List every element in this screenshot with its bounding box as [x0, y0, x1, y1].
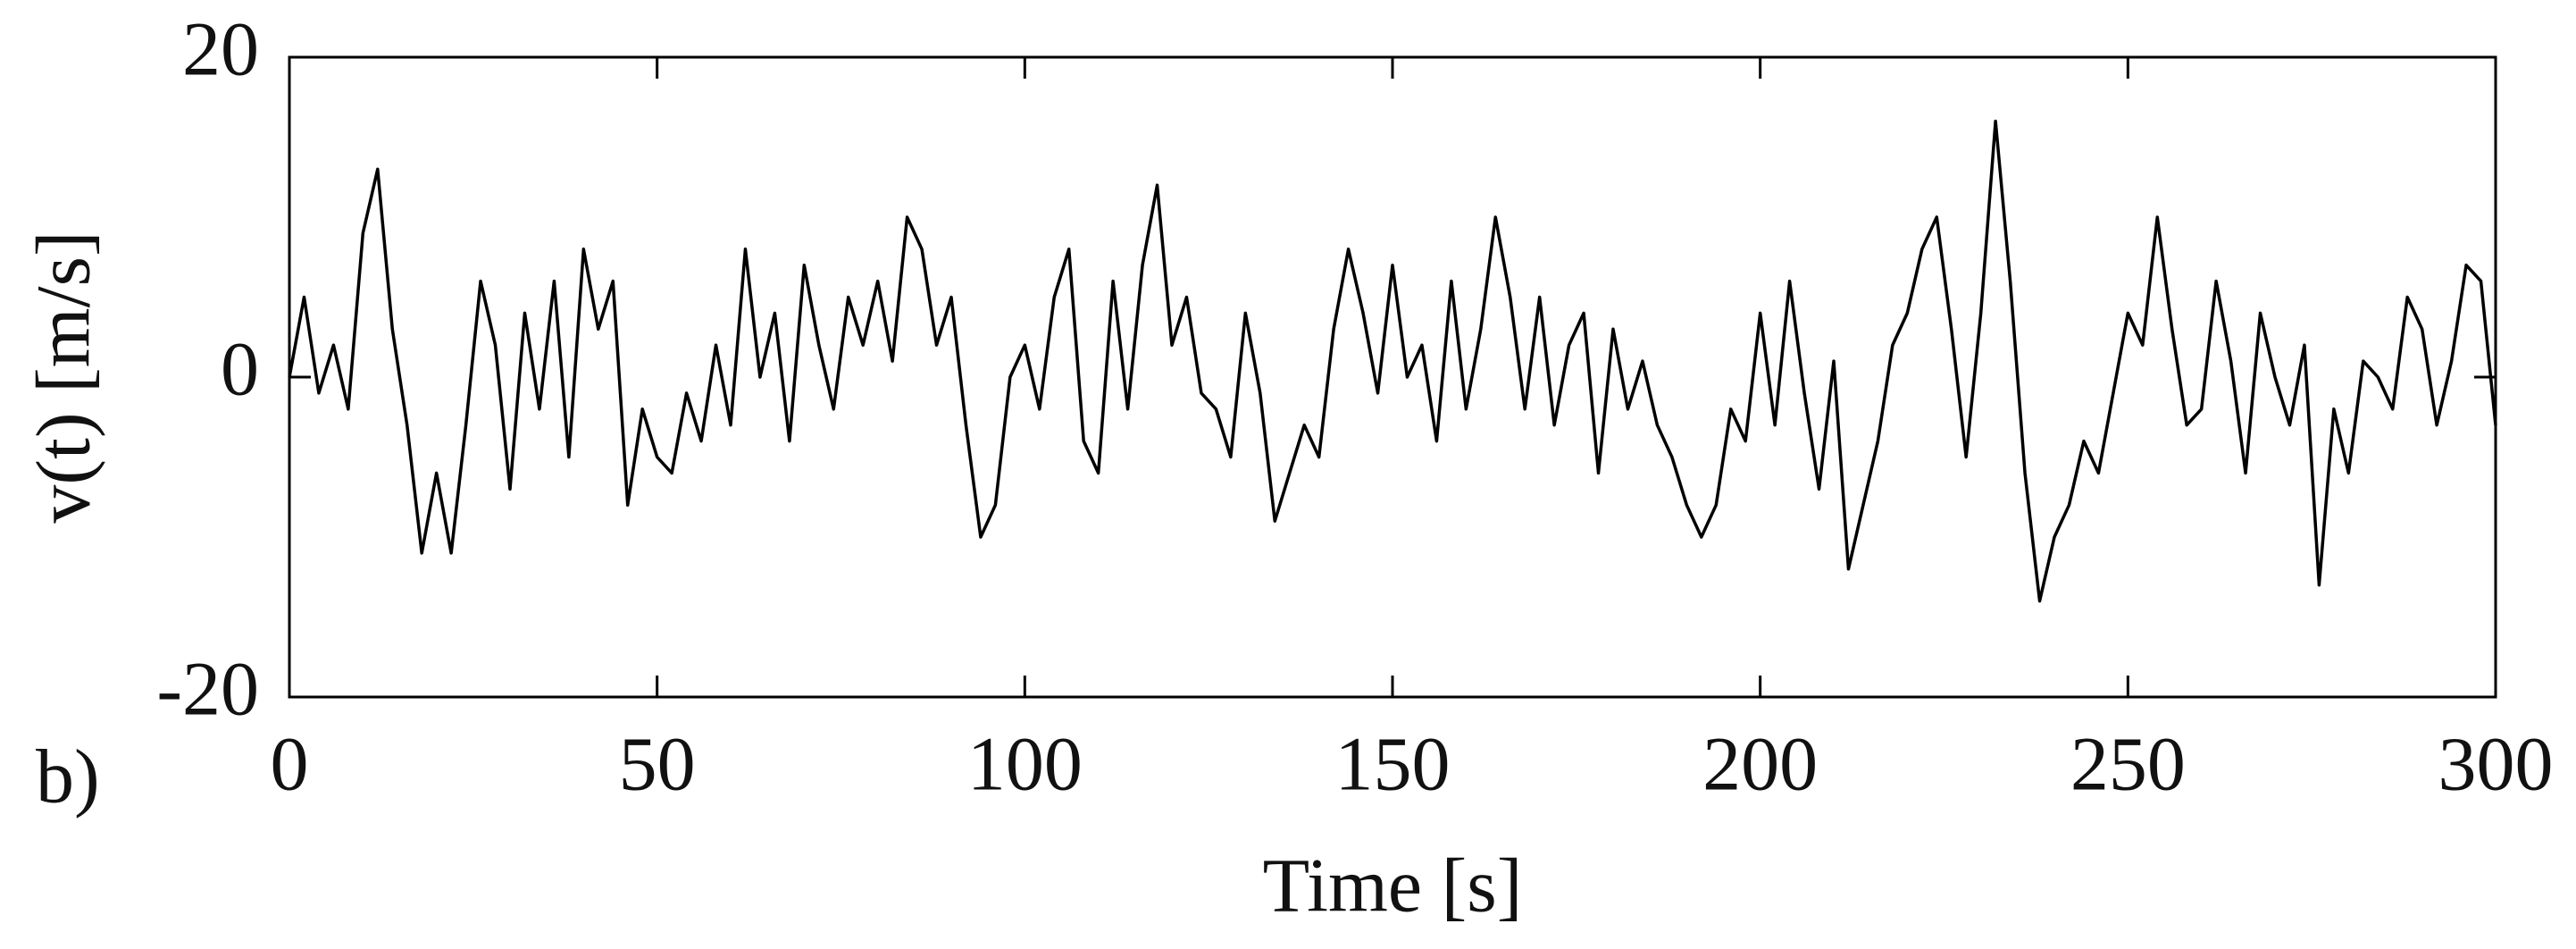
x-axis-title: Time [s]	[1263, 843, 1523, 928]
y-tick-label: -20	[156, 646, 259, 732]
x-tick-label: 250	[2070, 721, 2186, 807]
data-line	[288, 119, 2497, 603]
x-tick-label: 50	[619, 721, 696, 807]
panel-label: b)	[36, 734, 100, 819]
y-axis-title: v(t) [m/s]	[21, 231, 106, 523]
x-tick-label: 150	[1335, 721, 1451, 807]
x-tick-label: 300	[2438, 721, 2554, 807]
x-tick-label: 100	[967, 721, 1083, 807]
x-tick-label: 0	[271, 721, 309, 807]
y-tick-label: 20	[182, 6, 259, 92]
x-tick-label: 200	[1702, 721, 1818, 807]
y-tick-label: 0	[221, 326, 259, 412]
